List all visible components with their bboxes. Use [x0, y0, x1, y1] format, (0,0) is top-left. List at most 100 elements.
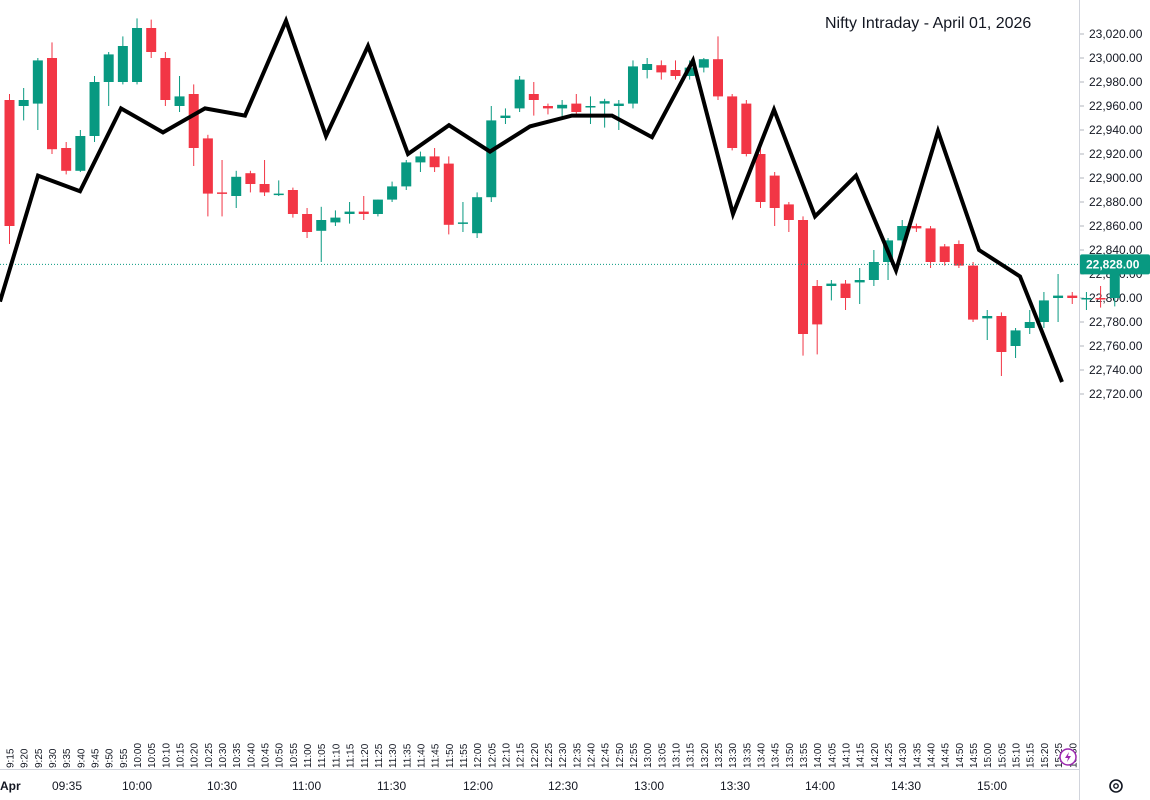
candle-body	[75, 136, 86, 171]
candle-body	[231, 176, 242, 196]
candle-body	[585, 106, 596, 108]
time-label: 10:50	[275, 743, 286, 768]
time-axis-label: 09:35	[52, 779, 82, 793]
time-axis-label: 12:00	[463, 779, 493, 793]
candle-body	[713, 59, 723, 97]
candle	[443, 156, 454, 235]
candle-body	[840, 283, 851, 298]
time-label: 14:15	[856, 743, 867, 768]
candle-body	[1067, 295, 1078, 298]
candle-body	[1053, 295, 1064, 298]
time-label: 13:30	[728, 743, 739, 768]
candle-body	[273, 193, 284, 196]
time-label: 11:20	[360, 743, 371, 768]
candle-body	[316, 220, 327, 231]
time-label: 14:00	[813, 743, 824, 768]
time-label: 14:25	[884, 743, 895, 768]
last-price-tag: 22,828.00	[1080, 254, 1150, 275]
time-label: 9:20	[20, 748, 31, 768]
candle	[854, 268, 865, 304]
y-tick-label: 23,000.00	[1089, 51, 1143, 65]
time-label: 11:05	[317, 743, 328, 768]
candle-body	[358, 211, 369, 214]
time-label: 9:30	[48, 748, 59, 768]
candle	[1010, 328, 1021, 358]
time-label: 11:55	[459, 743, 470, 768]
candle	[1053, 274, 1064, 322]
candle-body	[1038, 300, 1049, 322]
candle-body	[160, 58, 171, 100]
time-axis[interactable]: Apr 09:35 10:00 10:30 11:00 11:30 12:00 12:30 13…	[0, 779, 1007, 793]
y-tick-label: 22,780.00	[1089, 315, 1143, 329]
y-tick-label: 22,880.00	[1089, 195, 1143, 209]
time-label: 15:15	[1026, 743, 1037, 768]
time-label: 13:10	[671, 743, 682, 768]
time-label: 12:40	[586, 743, 597, 768]
replay-bolt-icon[interactable]	[1059, 748, 1077, 766]
candle	[429, 148, 440, 172]
time-label: 13:20	[700, 743, 711, 768]
candle	[953, 240, 964, 268]
time-label: 12:00	[473, 743, 484, 768]
candle	[372, 199, 383, 217]
candle-body	[982, 316, 993, 319]
candle	[1067, 292, 1078, 304]
candle	[571, 94, 582, 116]
time-label: 13:45	[771, 743, 782, 768]
candle-body	[287, 190, 298, 214]
candle-body	[18, 100, 29, 106]
time-label: 13:40	[757, 743, 768, 768]
candle-body	[514, 79, 525, 109]
candle	[642, 58, 653, 79]
time-axis-label: 11:30	[377, 779, 406, 793]
time-label: 14:10	[842, 743, 853, 768]
candle-body	[698, 59, 709, 68]
candle	[4, 94, 15, 244]
time-axis-label: 10:30	[207, 779, 237, 793]
time-label: 14:20	[870, 743, 881, 768]
candle-body	[387, 186, 398, 200]
candle-body	[500, 115, 511, 118]
candle-body	[1024, 322, 1035, 328]
candle-body	[656, 65, 667, 73]
candle	[316, 206, 327, 262]
candle-body	[344, 211, 355, 214]
candle-body	[415, 156, 426, 163]
time-label: 10:45	[261, 743, 272, 768]
time-label: 12:50	[615, 743, 626, 768]
candle	[273, 180, 284, 196]
candle-body	[571, 103, 582, 112]
candle-body	[472, 197, 483, 234]
candle-body	[727, 96, 738, 148]
candle-body	[259, 184, 270, 193]
candle	[344, 202, 355, 224]
time-label: 12:25	[544, 743, 555, 768]
candle-body	[812, 286, 823, 325]
time-label: 14:40	[927, 743, 938, 768]
candle	[472, 192, 483, 238]
candle-body	[939, 246, 950, 262]
time-label: 10:15	[176, 743, 187, 768]
time-label: 12:55	[629, 743, 640, 768]
time-label: 9:40	[76, 748, 87, 768]
candle	[911, 223, 922, 232]
candle-body	[897, 226, 908, 241]
y-tick-label: 22,980.00	[1089, 75, 1143, 89]
candle	[698, 58, 709, 73]
y-tick-label: 22,860.00	[1089, 219, 1143, 233]
candle	[61, 142, 72, 175]
candle-body	[968, 265, 979, 320]
candle	[840, 280, 851, 310]
chart-title: Nifty Intraday - April 01, 2026	[825, 15, 1031, 32]
candle	[812, 280, 823, 355]
candle-body	[613, 103, 624, 106]
candle	[585, 96, 596, 124]
settings-gear-icon[interactable]	[1109, 779, 1123, 793]
time-label: 15:20	[1040, 743, 1051, 768]
time-label: 14:30	[898, 743, 909, 768]
time-axis-label: 14:30	[891, 779, 921, 793]
time-label: 12:05	[487, 743, 498, 768]
candle	[599, 98, 610, 128]
time-label: 13:05	[657, 743, 668, 768]
candle	[18, 88, 29, 121]
